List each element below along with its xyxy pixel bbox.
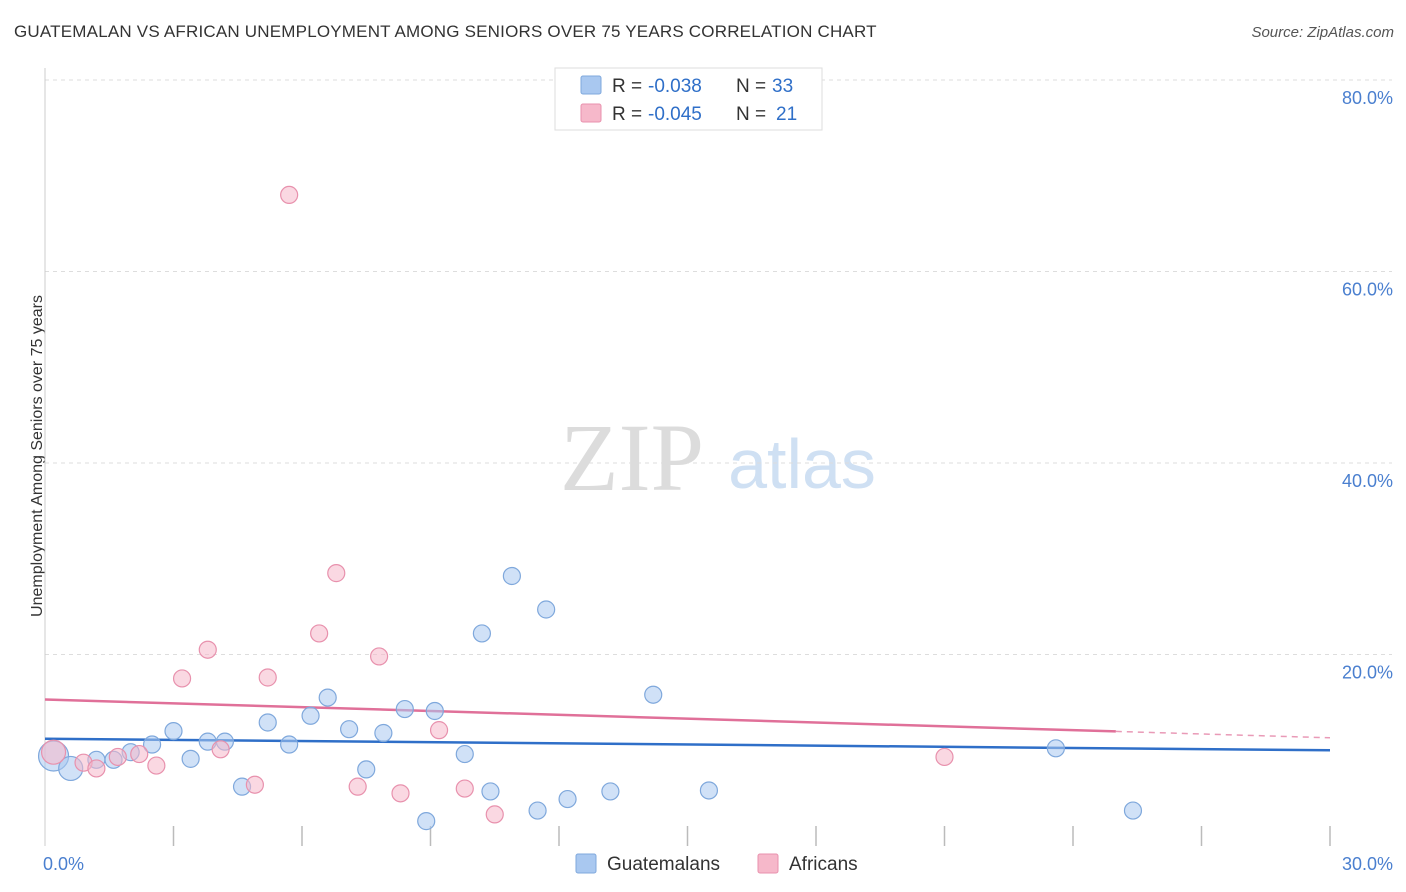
data-point-africans <box>391 784 410 803</box>
data-point-africans <box>147 756 166 775</box>
data-point-guatemalans <box>481 782 500 801</box>
trend-line-africans <box>44 698 1116 733</box>
data-point-africans <box>935 747 954 767</box>
stats-legend: R = -0.038 N = 33 R = -0.045 N = 21 <box>554 67 823 131</box>
trend-line-dashed-africans <box>1115 730 1331 739</box>
data-point-africans <box>198 640 217 659</box>
series-legend-label: Africans <box>789 854 858 875</box>
data-point-guatemalans <box>374 723 393 743</box>
data-point-africans <box>245 775 264 794</box>
data-point-guatemalans <box>258 713 277 732</box>
data-point-guatemalans <box>164 721 183 741</box>
data-point-guatemalans <box>502 566 521 586</box>
x-tick-label: 0.0% <box>43 854 84 874</box>
watermark-atlas: atlas <box>728 425 876 503</box>
watermark-zip: ZIP <box>560 404 704 511</box>
data-point-guatemalans <box>417 812 436 831</box>
series-legend-swatch-africans <box>757 853 779 874</box>
data-point-guatemalans <box>537 600 556 619</box>
data-point-guatemalans <box>472 624 491 643</box>
stats-legend-r-label: R = <box>612 104 642 125</box>
data-point-guatemalans <box>357 760 376 779</box>
data-point-africans <box>130 744 149 764</box>
data-point-africans <box>327 564 346 583</box>
source-label: Source: ZipAtlas.com <box>1251 24 1394 41</box>
data-point-guatemalans <box>528 801 547 820</box>
x-tick-label: 30.0% <box>1342 854 1393 874</box>
data-point-guatemalans <box>455 744 474 764</box>
data-point-guatemalans <box>181 749 200 768</box>
stats-legend-r-label: R = <box>612 76 642 97</box>
trend-line-guatemalans <box>44 737 1331 752</box>
data-point-guatemalans <box>395 699 414 719</box>
data-point-africans <box>280 185 299 204</box>
stats-legend-swatch-guatemalans <box>580 75 602 95</box>
stats-legend-r-value: -0.038 <box>648 76 702 97</box>
data-point-africans <box>108 747 127 767</box>
data-point-africans <box>455 779 474 798</box>
data-point-africans <box>310 624 329 643</box>
stats-legend-n-value: 21 <box>776 104 797 125</box>
series-legend-swatch-guatemalans <box>575 853 597 874</box>
data-point-africans <box>258 668 277 687</box>
data-point-africans <box>211 740 230 759</box>
y-tick-label: 60.0% <box>1342 280 1393 300</box>
data-point-guatemalans <box>1046 739 1065 758</box>
axis-layer <box>44 68 1331 846</box>
grid-layer <box>45 79 1392 655</box>
stats-legend-r-value: -0.045 <box>648 104 702 125</box>
tick-label-layer: 20.0% 40.0% 60.0% 80.0% 0.0% 30.0% <box>43 88 1393 874</box>
stats-legend-n-label: N = <box>736 76 766 97</box>
chart-title: GUATEMALAN VS AFRICAN UNEMPLOYMENT AMONG… <box>14 22 877 41</box>
data-point-africans <box>429 721 449 740</box>
y-tick-label: 80.0% <box>1342 88 1393 108</box>
data-point-guatemalans <box>1123 801 1143 820</box>
data-point-africans <box>370 647 389 666</box>
data-point-guatemalans <box>425 701 444 721</box>
data-point-africans <box>87 759 106 778</box>
data-point-africans <box>348 777 367 796</box>
series-legend-label: Guatemalans <box>607 854 720 875</box>
stats-legend-swatch-africans <box>580 103 602 123</box>
data-point-africans <box>40 739 67 765</box>
data-point-guatemalans <box>142 735 162 754</box>
points-layer <box>37 185 1143 831</box>
data-point-guatemalans <box>280 735 299 754</box>
data-point-africans <box>172 669 192 688</box>
series-legend: Guatemalans Africans <box>575 853 858 875</box>
trend-layer <box>44 698 1331 752</box>
data-point-guatemalans <box>699 781 719 800</box>
data-point-guatemalans <box>558 789 577 809</box>
y-tick-label: 20.0% <box>1342 663 1393 683</box>
data-point-guatemalans <box>601 782 620 801</box>
data-point-guatemalans <box>301 706 320 725</box>
data-point-africans <box>485 805 504 824</box>
stats-legend-n-label: N = <box>736 104 766 125</box>
y-tick-label: 40.0% <box>1342 471 1393 491</box>
stats-legend-n-value: 33 <box>772 76 793 97</box>
data-point-guatemalans <box>318 688 337 707</box>
data-point-guatemalans <box>644 685 663 704</box>
data-point-guatemalans <box>340 720 359 739</box>
